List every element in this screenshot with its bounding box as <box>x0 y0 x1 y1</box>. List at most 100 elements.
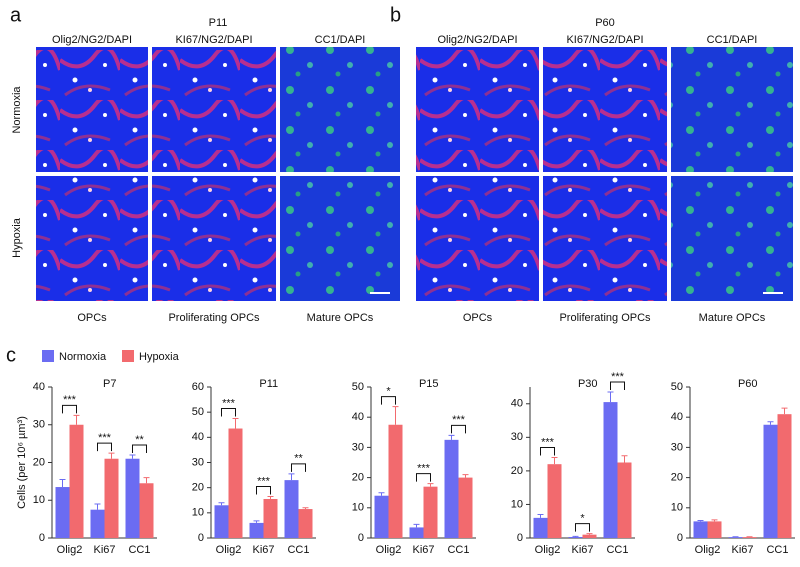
significance-bracket <box>63 405 77 413</box>
y-tick-label: 0 <box>198 532 204 544</box>
error-bar <box>95 504 101 510</box>
significance-bracket <box>541 447 555 455</box>
y-tick-label: 50 <box>671 381 683 393</box>
bar <box>105 459 119 538</box>
column-label: Olig2/NG2/DAPI <box>437 34 517 46</box>
panel-label: a <box>10 4 22 26</box>
significance-bracket <box>611 382 625 390</box>
caption: OPCs <box>463 312 493 324</box>
significance-bracket <box>382 397 396 405</box>
bar <box>445 440 459 538</box>
error-bar <box>463 475 469 478</box>
y-tick-label: 10 <box>192 507 204 519</box>
y-axis-label: Cells (per 10⁶ µm³) <box>16 416 28 509</box>
panel-title: P60 <box>595 17 615 29</box>
significance-bracket <box>576 524 590 532</box>
significance-label: *** <box>417 463 431 475</box>
significance-label: *** <box>222 397 236 409</box>
panel-label: c <box>6 344 16 366</box>
x-tick-label: Ki67 <box>252 544 274 556</box>
x-tick-label: CC1 <box>447 544 469 556</box>
significance-label: * <box>580 513 585 525</box>
bar <box>91 510 105 538</box>
bar <box>548 464 562 538</box>
chart-title: P15 <box>419 378 439 390</box>
y-tick-label: 50 <box>192 406 204 418</box>
significance-label: * <box>386 386 391 398</box>
bar <box>126 459 140 538</box>
column-label: CC1/DAPI <box>707 34 758 46</box>
column-label: KI67/NG2/DAPI <box>175 34 252 46</box>
y-tick-label: 10 <box>671 502 683 514</box>
column-label: CC1/DAPI <box>315 34 366 46</box>
error-bar <box>449 435 455 440</box>
y-tick-label: 20 <box>352 472 364 484</box>
x-tick-label: CC1 <box>128 544 150 556</box>
y-tick-label: 10 <box>352 502 364 514</box>
error-bar <box>712 520 718 522</box>
micrograph <box>152 47 276 172</box>
y-tick-label: 30 <box>33 419 45 431</box>
x-tick-label: Ki67 <box>412 544 434 556</box>
error-bar <box>622 456 628 463</box>
chart-title: P60 <box>738 378 758 390</box>
bar <box>389 425 403 538</box>
legend-label: Hypoxia <box>139 351 180 363</box>
y-tick-label: 30 <box>671 441 683 453</box>
x-tick-label: Ki67 <box>731 544 753 556</box>
error-bar <box>144 478 150 484</box>
bar <box>299 509 313 538</box>
significance-label: *** <box>452 414 466 426</box>
caption: Proliferating OPCs <box>559 312 651 324</box>
column-label: Olig2/NG2/DAPI <box>52 34 132 46</box>
micrograph <box>416 176 539 301</box>
y-tick-label: 20 <box>192 482 204 494</box>
significance-label: *** <box>541 436 555 448</box>
micrograph <box>671 47 793 172</box>
bar <box>604 402 618 538</box>
error-bar <box>268 496 274 499</box>
bar <box>285 480 299 538</box>
y-tick-label: 0 <box>358 532 364 544</box>
y-tick-label: 20 <box>511 465 523 477</box>
y-tick-label: 40 <box>511 398 523 410</box>
bar <box>215 505 229 538</box>
bar <box>618 463 632 539</box>
caption: OPCs <box>77 312 107 324</box>
error-bar <box>379 493 385 496</box>
error-bar <box>60 479 66 487</box>
bar <box>694 521 708 538</box>
y-tick-label: 30 <box>352 441 364 453</box>
x-tick-label: CC1 <box>287 544 309 556</box>
bar <box>569 537 583 538</box>
significance-label: *** <box>257 475 271 487</box>
bar <box>140 483 154 538</box>
y-tick-label: 40 <box>352 411 364 423</box>
significance-label: ** <box>135 434 144 446</box>
micrograph <box>543 47 667 172</box>
x-tick-label: Olig2 <box>376 544 402 556</box>
x-tick-label: CC1 <box>766 544 788 556</box>
x-tick-label: Olig2 <box>216 544 242 556</box>
micrograph <box>152 176 276 301</box>
y-tick-label: 0 <box>517 532 523 544</box>
x-tick-label: Ki67 <box>93 544 115 556</box>
error-bar <box>782 408 788 414</box>
micrograph <box>543 176 667 301</box>
y-tick-label: 60 <box>192 381 204 393</box>
error-bar <box>587 534 593 535</box>
error-bar <box>538 515 544 518</box>
bar <box>708 521 722 538</box>
chart-title: P30 <box>578 378 598 390</box>
significance-bracket <box>98 443 112 451</box>
error-bar <box>109 453 115 459</box>
micrograph <box>36 47 148 172</box>
y-tick-label: 20 <box>671 472 683 484</box>
bar <box>250 523 264 538</box>
legend-swatch <box>42 350 54 362</box>
y-tick-label: 40 <box>33 381 45 393</box>
significance-label: *** <box>611 371 625 383</box>
error-bar <box>74 415 80 424</box>
micrograph <box>416 47 539 172</box>
